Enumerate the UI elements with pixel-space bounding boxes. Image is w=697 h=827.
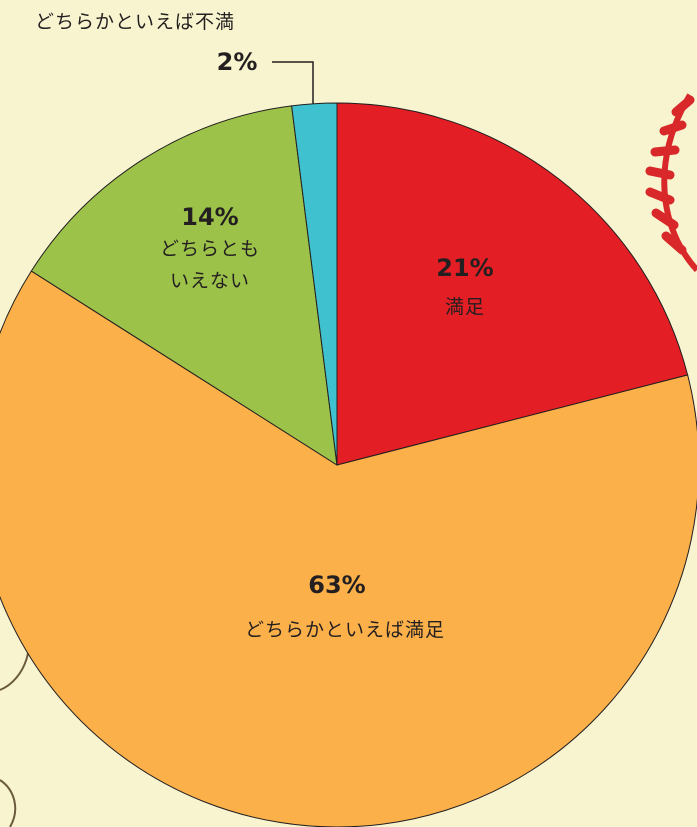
value-label: 21% — [436, 252, 493, 284]
page: 21% 満足 63% どちらかといえば満足 14%どちらとも いえない 2% どちらかといえ… — [0, 0, 697, 827]
value-label: 63% — [308, 569, 365, 601]
category-label: どちらかといえば不満 — [35, 6, 235, 38]
value-label: 2% — [217, 46, 258, 78]
category-label: 満足 — [445, 291, 485, 323]
value-label: 14% — [181, 201, 238, 233]
category-label: どちらかといえば満足 — [245, 614, 445, 646]
chart — [0, 0, 697, 827]
pie — [0, 103, 697, 827]
laurel-decoration — [650, 95, 697, 270]
category-label: どちらとも いえない — [160, 233, 260, 297]
